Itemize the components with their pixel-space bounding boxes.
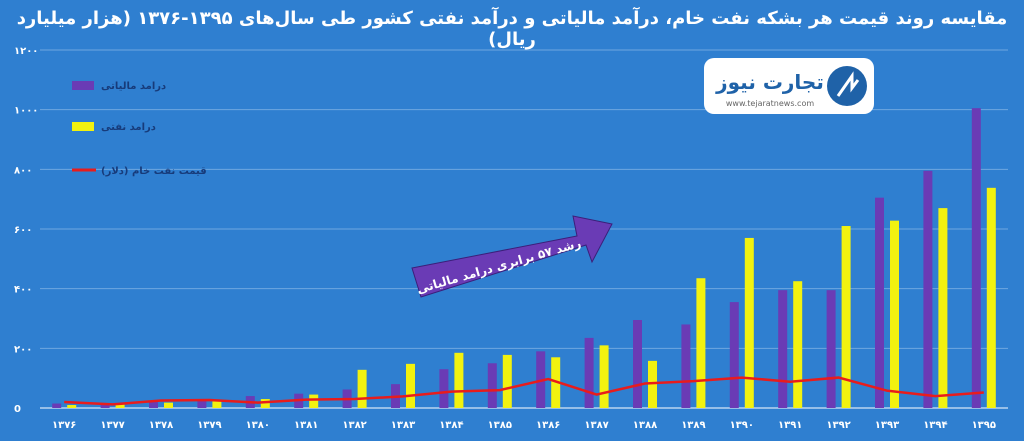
bar-tax: [681, 324, 691, 408]
x-tick-label: ۱۳۸۸: [633, 420, 657, 431]
y-tick-label: 0: [14, 404, 21, 415]
bar-tax: [487, 363, 497, 408]
bar-oil: [890, 220, 899, 408]
legend-swatch-oil: [72, 122, 94, 131]
bar-oil: [502, 354, 512, 408]
x-tick-label: ۱۳۸۶: [536, 420, 560, 431]
bar-tax: [875, 197, 884, 408]
bar-oil: [648, 360, 657, 408]
bar-oil: [212, 401, 222, 408]
x-tick-label: ۱۳۷۶: [52, 420, 76, 431]
bar-oil: [454, 352, 464, 408]
bar-oil: [696, 278, 706, 408]
bar-oil: [260, 399, 270, 408]
logo: تجارت نیوز www.tejaratnews.com: [704, 58, 874, 114]
arrow-shape: [411, 215, 613, 298]
growth-arrow: رشد ۵۷ برابری درامد مالیاتی: [411, 215, 613, 298]
x-tick-label: ۱۳۸۳: [391, 420, 415, 431]
legend-label-tax: درامد مالیاتی: [101, 81, 166, 92]
bars: [52, 108, 996, 409]
legend-label-price: قیمت نفت خام (دلار): [101, 166, 207, 177]
bar-oil: [793, 281, 803, 408]
x-axis-ticks: ۱۳۷۶ ۱۳۷۷ ۱۳۷۸ ۱۳۷۹ ۱۳۸۰ ۱۳۸۱ ۱۳۸۲ ۱۳۸۳ ۱۳۸۴ ۱۳۸۵…: [52, 420, 996, 431]
x-tick-label: ۱۳۹۳: [875, 420, 899, 431]
x-tick-label: ۱۳۸۵: [488, 420, 512, 431]
legend-label-oil: درامد نفتی: [101, 122, 156, 133]
bar-oil: [599, 345, 609, 408]
x-tick-label: ۱۳۹۰: [730, 420, 754, 431]
y-tick-label: ۸۰۰: [14, 165, 32, 176]
bar-tax: [197, 399, 207, 408]
bar-tax: [439, 369, 449, 408]
bar-tax: [52, 403, 62, 408]
logo-url: www.tejaratnews.com: [726, 99, 814, 108]
bar-tax: [100, 404, 110, 408]
price-line: [64, 376, 984, 406]
bar-oil: [938, 208, 948, 408]
x-tick-label: ۱۳۹۴: [923, 420, 947, 431]
chart-title: مقایسه روند قیمت هر بشکه نفت خام، درآمد …: [16, 8, 1008, 50]
x-tick-label: ۱۳۷۸: [149, 420, 173, 431]
logo-box: [704, 58, 874, 114]
y-tick-label: ۱۲۰۰: [14, 46, 38, 57]
bar-oil: [309, 394, 319, 408]
bar-oil: [986, 187, 996, 408]
bar-oil: [357, 369, 367, 408]
y-tick-label: ۶۰۰: [14, 225, 32, 236]
bar-tax: [778, 290, 788, 408]
x-tick-label: ۱۳۸۹: [681, 420, 705, 431]
x-tick-label: ۱۳۸۷: [584, 420, 608, 431]
logo-arrow-icon: [836, 71, 860, 97]
x-tick-label: ۱۳۹۱: [778, 420, 802, 431]
x-tick-label: ۱۳۷۹: [197, 420, 221, 431]
y-tick-label: ۴۰۰: [14, 285, 32, 296]
bar-oil: [115, 403, 125, 408]
x-tick-label: ۱۳۷۷: [100, 420, 124, 431]
logo-name: تجارت نیوز: [715, 70, 824, 94]
bar-tax: [971, 108, 981, 409]
x-tick-label: ۱۳۸۱: [294, 420, 318, 431]
bar-tax: [923, 170, 933, 408]
price-series-line: [64, 376, 984, 406]
legend: درامد مالیاتی درامد نفتی قیمت نفت خام (د…: [72, 81, 207, 177]
y-axis-ticks: 0 ۲۰۰ ۴۰۰ ۶۰۰ ۸۰۰ ۱۰۰۰ ۱۲۰۰: [14, 46, 38, 415]
tejarat-logo-icon: [827, 66, 867, 106]
bar-tax: [149, 400, 158, 408]
bar-oil: [406, 363, 415, 408]
legend-swatch-tax: [72, 81, 94, 90]
x-tick-label: ۱۳۸۰: [246, 420, 270, 431]
bar-oil: [164, 402, 173, 408]
x-tick-label: ۱۳۹۵: [972, 420, 996, 431]
x-tick-label: ۱۳۹۲: [826, 420, 850, 431]
y-tick-label: ۱۰۰۰: [14, 106, 38, 117]
bar-tax: [729, 302, 739, 408]
x-tick-label: ۱۳۸۴: [439, 420, 463, 431]
bar-oil: [744, 237, 754, 408]
bar-oil: [841, 226, 851, 408]
x-tick-label: ۱۳۸۲: [342, 420, 366, 431]
bar-tax: [584, 337, 594, 408]
bar-tax: [826, 290, 836, 408]
y-tick-label: ۲۰۰: [14, 344, 32, 355]
bar-oil: [67, 405, 77, 408]
bar-tax: [633, 319, 642, 408]
